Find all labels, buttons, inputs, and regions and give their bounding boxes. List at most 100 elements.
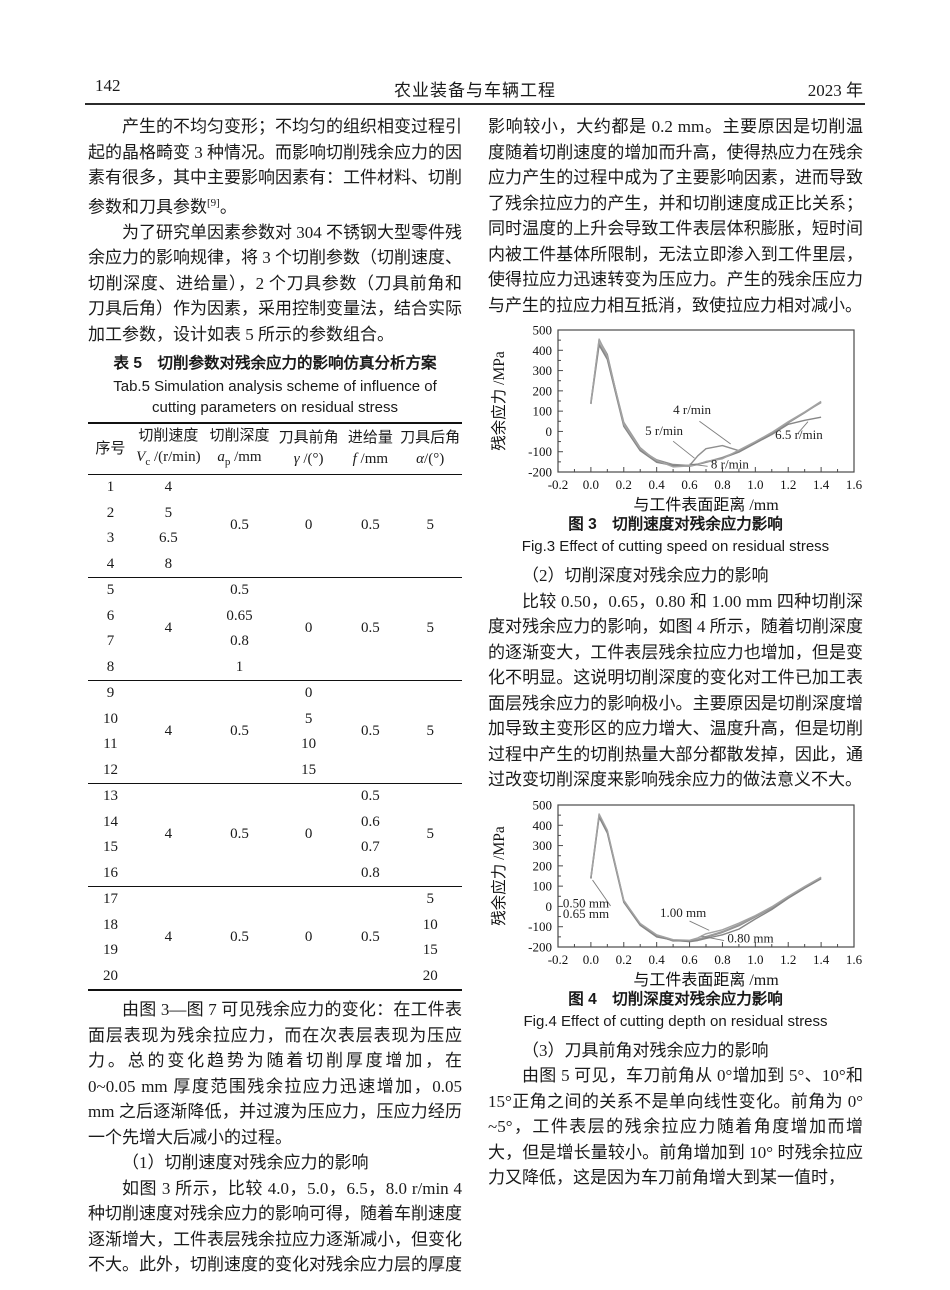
table-row: 13 4 0.5 0 0.5 5 [88, 783, 462, 887]
paragraph: 由图 5 可见，车刀前角从 0°增加到 5°、10°和 15°正角之间的关系不是… [488, 1066, 863, 1187]
annotation-label: 4 r/min [673, 402, 711, 417]
cell: 15 [102, 839, 118, 856]
column-header: 序号 [88, 423, 133, 476]
cell: 8 [106, 658, 115, 675]
table-header: 序号 切削速度 Vc /(r/min) 切削深度 ap /mm 刀具前角 γ /(°) 进给量… [88, 423, 462, 476]
annotation-label: 5 r/min [645, 423, 683, 438]
annotation-label: 6.5 r/min [775, 427, 823, 442]
y-tick-label: -200 [528, 465, 552, 480]
cell: 0.6 [360, 813, 380, 830]
table-row: 18 10 [88, 913, 462, 939]
x-tick-label: 0.2 [616, 952, 632, 967]
cell: 4 [132, 886, 204, 991]
figure3-caption-en: Fig.3 Effect of cutting speed on residua… [521, 538, 830, 555]
cell: 5 [398, 680, 462, 784]
cell: 11 [103, 736, 118, 753]
paragraph: 为了研究单因素参数对 304 不锈钢大型零件残余应力的影响规律，将 3 个切削参… [88, 222, 462, 344]
cell: 2 [106, 504, 115, 521]
annotation-label: 0.80 mm [727, 930, 773, 945]
y-tick-label: -100 [528, 919, 552, 934]
y-tick-label: 300 [533, 363, 553, 378]
column-header: 刀具前角 γ /(°) [274, 423, 343, 476]
cell: 5 [164, 504, 173, 521]
table-row: 17 4 0.5 0 0.5 5 [88, 886, 462, 991]
paragraph-text: 。 [219, 197, 237, 217]
annotation-leader [689, 920, 710, 931]
y-tick-label: 400 [533, 343, 553, 358]
y-tick-label: 100 [533, 404, 553, 419]
cell: 5 [398, 886, 462, 913]
x-axis-label: 与工件表面距离 /mm [633, 496, 779, 514]
x-tick-label: 0.4 [649, 477, 666, 492]
cell: 0.5 [342, 886, 399, 991]
figure4-chart: 500 400 300 200 100 0 -100 -200-0.2 0.0 0.2 0.4 0.6… [489, 799, 863, 989]
cell: 4 [132, 577, 204, 681]
x-axis-label: 与工件表面距离 /mm [633, 971, 779, 989]
series-line [590, 812, 822, 941]
figure4-caption-en: Fig.4 Effect of cutting depth on residua… [523, 1012, 828, 1030]
journal-title: 农业装备与车辆工程 [394, 81, 556, 100]
table-row: 19 15 [88, 938, 462, 964]
x-tick-label: 0.0 [583, 477, 599, 492]
x-tick-label: 1.2 [780, 477, 796, 492]
figure3-caption-zh: 图 3 切削速度对残余应力影响 [568, 516, 783, 533]
x-tick-label: 1.6 [846, 477, 863, 492]
cell: 0.5 [203, 886, 275, 991]
figure4: 500 400 300 200 100 0 -100 -200 -0.2 0.0 0.2 0.4 0.6… [488, 799, 863, 1032]
cell: 12 [102, 761, 118, 778]
series-line [590, 816, 822, 942]
x-tick-label: -0.2 [548, 952, 569, 967]
x-tick-label: 1.2 [780, 952, 796, 967]
section-heading-2: （2）切削深度对残余应力的影响 [522, 566, 769, 585]
x-tick-label: -0.2 [548, 477, 569, 492]
y-tick-label: 400 [533, 817, 553, 832]
cell: 0.5 [342, 783, 399, 810]
cell: 15 [422, 942, 438, 959]
annotation-leader [672, 440, 695, 459]
x-tick-label: 0.6 [681, 952, 698, 967]
right-column: 影响较小，大约都是 0.2 mm。主要原因是切削温度随着切削速度的增加而升高，使… [488, 114, 863, 1191]
x-tick-label: 1.4 [813, 477, 830, 492]
cell: 16 [102, 864, 118, 881]
paragraph: 如图 3 所示，比较 4.0，5.0，6.5，8.0 r/min 4 种切削速度… [88, 1178, 462, 1275]
cell: 0.65 [226, 607, 253, 624]
cell: 19 [102, 942, 118, 959]
y-tick-label: 200 [533, 858, 553, 873]
table5-title-zh: 表 5 切削参数对残余应力的影响仿真分析方案 [113, 355, 437, 373]
paragraph: 产生的不均匀变形；不均匀的组织相变过程引起的晶格畸变 3 种情况。而影响切削残余… [88, 114, 462, 220]
table-row: 9 4 0.5 0 0.5 5 [88, 680, 462, 784]
cell: 5 [398, 577, 462, 681]
cell: 0.5 [342, 577, 399, 681]
annotation-label: 1.00 mm [660, 904, 706, 919]
column-header: 切削速度 Vc /(r/min) [132, 423, 204, 476]
x-tick-label: 1.0 [747, 952, 763, 967]
y-tick-label: 0 [546, 898, 553, 913]
cell: 17 [88, 886, 133, 913]
cell: 5 [88, 577, 133, 604]
left-column: 产生的不均匀变形；不均匀的组织相变过程引起的晶格畸变 3 种情况。而影响切削残余… [88, 114, 462, 1278]
y-tick-label: 200 [533, 383, 553, 398]
cell: 6 [106, 607, 115, 624]
annotation-leader [689, 463, 708, 467]
cell: 0 [274, 783, 343, 887]
cell: 0.8 [230, 633, 249, 650]
cell: 3 [106, 530, 115, 547]
cell: 0.5 [360, 517, 380, 534]
series-line [590, 338, 822, 468]
x-tick-label: 1.0 [747, 477, 763, 492]
annotation-label: 0.50 mm [563, 895, 609, 910]
cell: 14 [102, 813, 118, 830]
table-row: 5 4 0.5 0 0.5 5 [88, 577, 462, 681]
cell: 0 [274, 577, 343, 681]
cell: 1 [235, 658, 244, 675]
x-tick-label: 0.4 [649, 952, 666, 967]
cell: 0.8 [360, 864, 380, 881]
cell: 0 [304, 517, 313, 534]
cell: 0.5 [203, 577, 275, 604]
annotation-leader [700, 935, 725, 941]
cell: 15 [301, 761, 317, 778]
x-tick-label: 0.0 [583, 952, 599, 967]
cell: 5 [426, 517, 434, 534]
